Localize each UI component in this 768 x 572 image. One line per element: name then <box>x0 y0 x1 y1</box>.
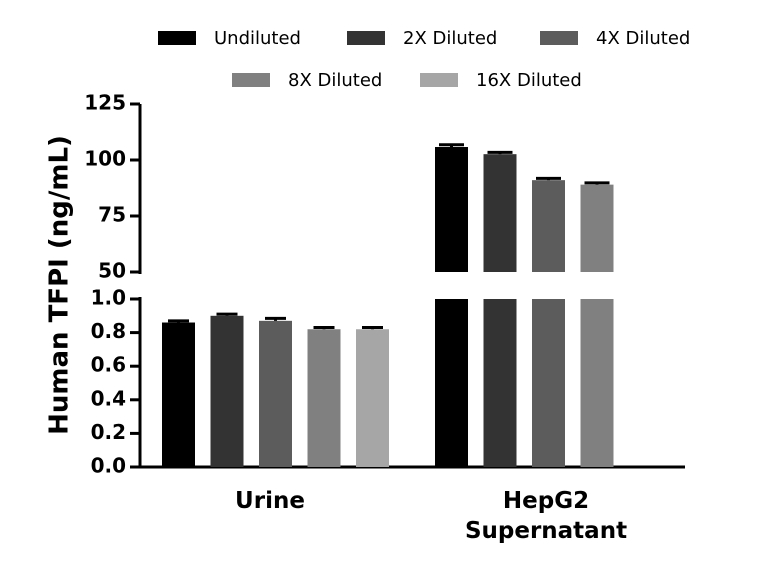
bar-16x-diluted-urine <box>356 329 389 467</box>
y-tick-label: 100 <box>84 147 126 171</box>
legend-label: 8X Diluted <box>288 70 382 91</box>
bar-4x-diluted-urine <box>259 320 292 467</box>
bar-8x-diluted-hepg2-lower <box>580 299 614 467</box>
bar-undiluted-hepg2-upper <box>435 147 468 272</box>
bar-2x-diluted-hepg2-lower <box>483 299 517 467</box>
legend-label: 2X Diluted <box>403 28 497 49</box>
y-tick-label: 1.0 <box>91 286 126 310</box>
legend-swatch <box>420 73 458 87</box>
category-labels: Urine HepG2 Supernatant <box>235 488 627 544</box>
y-axis-label: Human TFPI (ng/mL) <box>45 135 75 435</box>
bar-8x-diluted-urine <box>307 329 341 467</box>
legend-swatch <box>540 31 578 45</box>
y-tick-label: 0.2 <box>91 420 126 444</box>
bars <box>162 143 614 467</box>
category-label: Urine <box>235 488 305 514</box>
category-label: Supernatant <box>465 518 627 544</box>
legend: Undiluted 2X Diluted 4X Diluted 8X Diluted 1… <box>158 28 690 91</box>
bar-8x-diluted-hepg2-upper <box>580 184 614 272</box>
y-tick-label: 50 <box>98 259 126 283</box>
bar-undiluted-hepg2-lower <box>435 299 468 467</box>
y-tick-label: 75 <box>98 203 126 227</box>
bar-4x-diluted-hepg2-upper <box>532 180 565 272</box>
legend-swatch <box>158 31 196 45</box>
legend-swatch <box>347 31 385 45</box>
bar-2x-diluted-urine <box>210 315 244 467</box>
y-tick-label: 0.4 <box>91 386 126 410</box>
legend-label: 4X Diluted <box>596 28 690 49</box>
bar-2x-diluted-hepg2-upper <box>483 154 517 272</box>
y-tick-label: 0.0 <box>91 454 126 478</box>
legend-label: 16X Diluted <box>476 70 582 91</box>
category-label: HepG2 <box>503 488 589 514</box>
legend-swatch <box>232 73 270 87</box>
bar-4x-diluted-hepg2-lower <box>532 299 565 467</box>
bar-undiluted-urine <box>162 322 195 467</box>
y-tick-label: 0.8 <box>91 319 126 343</box>
legend-label: Undiluted <box>214 28 301 49</box>
y-tick-label: 0.6 <box>91 353 126 377</box>
y-tick-label: 125 <box>84 91 126 115</box>
